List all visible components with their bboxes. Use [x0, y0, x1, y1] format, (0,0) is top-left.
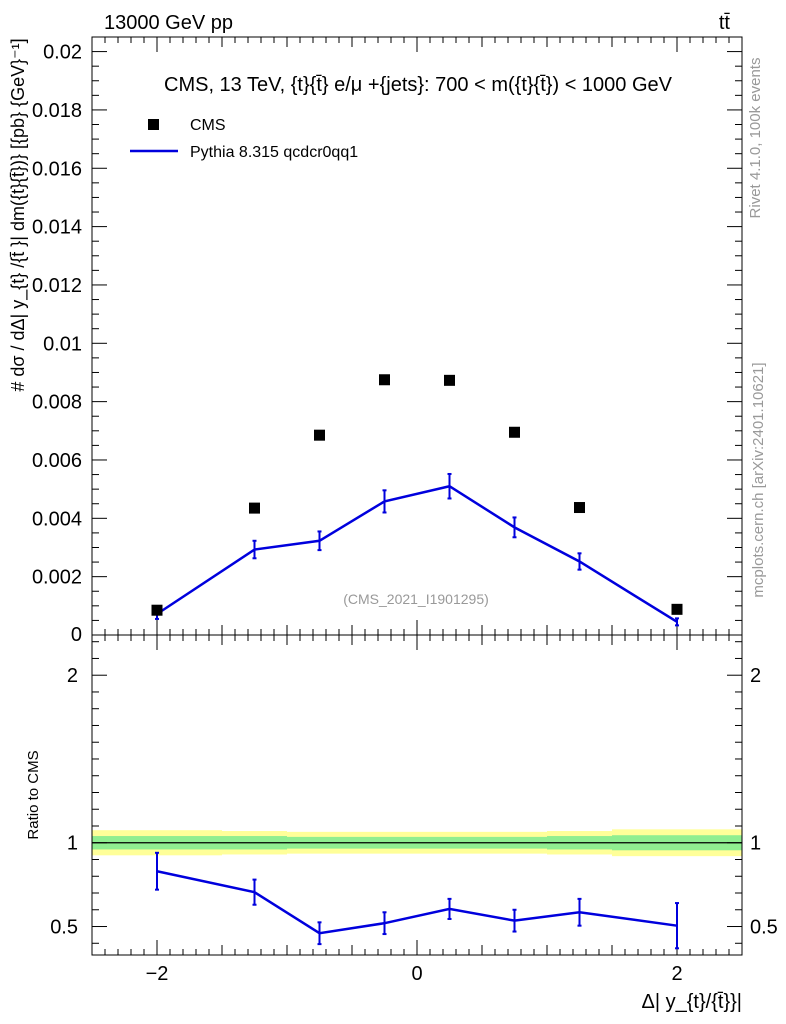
ratio-y-tick-label: 2: [67, 665, 78, 687]
cms-data-point: [314, 429, 325, 441]
legend-pythia-label: Pythia 8.315 qcdcr0qq1: [190, 144, 358, 161]
y-tick-label: 0.012: [32, 275, 82, 297]
pythia-line: [156, 484, 678, 623]
header-left: 13000 GeV pp: [104, 12, 233, 34]
y-tick-label: 0.018: [32, 100, 82, 122]
x-tick-label: 2: [671, 963, 682, 985]
y-tick-label: 0.02: [43, 42, 82, 64]
y-tick-label: 0.014: [32, 217, 82, 239]
ratio-y-axis-label: Ratio to CMS: [25, 750, 42, 839]
ratio-frame: [91, 634, 743, 956]
ratio-y-tick-label: 0.5: [50, 917, 78, 939]
main-panel: 0.002 0.004 0.006 0.008 0.01 0.012 0.014 0.016 0…: [32, 36, 743, 646]
cms-data-point: [249, 502, 260, 514]
cms-data-point: [574, 502, 585, 514]
ratio-line: [156, 870, 678, 935]
y-axis-label: # dσ / dΔ| y_{t} /{t̄ }| dm({t}{t̄})} [{…: [8, 38, 29, 391]
ratio-y-tick-label-right: 2: [750, 665, 761, 687]
legend-cms-marker: [148, 119, 159, 130]
cms-data-point: [444, 374, 455, 386]
y-tick-label: 0.006: [32, 450, 82, 472]
cms-data-point: [509, 426, 520, 438]
chart-marks: [151, 374, 683, 950]
mcplots-label: mcplots.cern.ch [arXiv:2401.10621]: [750, 362, 767, 597]
cms-data-point: [671, 603, 683, 615]
y-tick-label: 0.002: [32, 567, 82, 589]
analysis-watermark: (CMS_2021_I1901295): [343, 591, 489, 607]
cms-data-point: [379, 374, 390, 386]
ratio-y-tick-label-right: 1: [750, 833, 761, 855]
chart-title: CMS, 13 TeV, {t}{t̄} e/μ +{jets}: 700 < …: [164, 74, 673, 96]
y-tick-label: 0.008: [32, 392, 82, 414]
y-tick-label: 0.01: [43, 333, 82, 355]
ratio-y-tick-label-right: 0.5: [750, 917, 778, 939]
cms-data-point: [151, 604, 163, 616]
rivet-version-label: Rivet 4.1.0, 100k events: [747, 58, 764, 219]
x-axis-label: Δ| y_{t}/{t̄}}|: [642, 991, 743, 1013]
ratio-panel: −2 0 2 0.5 0.5 1 1 2 2: [50, 634, 778, 985]
legend-cms-label: CMS: [190, 117, 226, 134]
x-tick-label: 0: [411, 963, 422, 985]
y-tick-label-zero: 0: [71, 624, 82, 646]
header-right: tt̄: [719, 12, 731, 34]
y-tick-label: 0.016: [32, 158, 82, 180]
ratio-y-tick-label: 1: [67, 833, 78, 855]
x-tick-label: −2: [146, 963, 169, 985]
y-tick-label: 0.004: [32, 508, 82, 530]
